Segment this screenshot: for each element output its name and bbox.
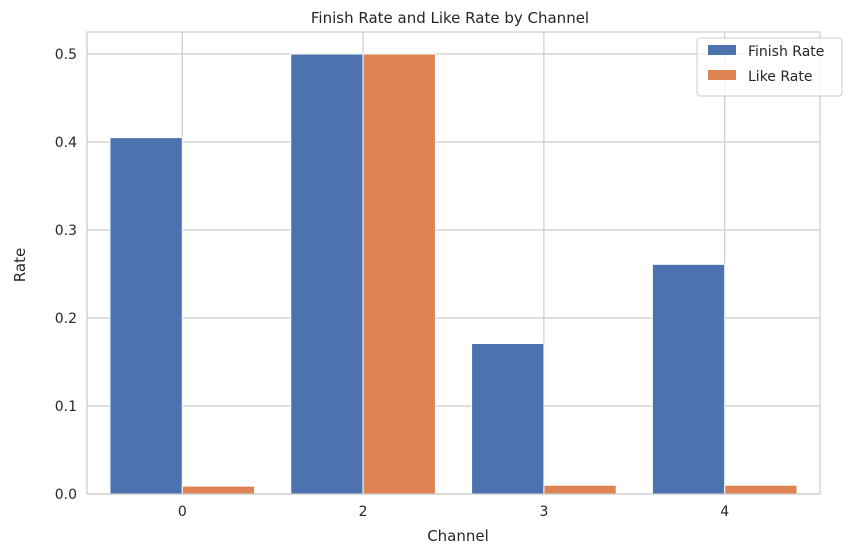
legend-label-like-rate: Like Rate bbox=[748, 69, 812, 85]
y-axis-label: Rate bbox=[11, 248, 29, 282]
legend-swatch-finish-rate bbox=[708, 45, 736, 55]
x-tick-label: 2 bbox=[359, 504, 368, 520]
y-tick-label: 0.3 bbox=[55, 223, 77, 239]
bar-like-rate-4 bbox=[724, 484, 798, 495]
x-axis-label: Channel bbox=[427, 527, 489, 545]
bar-like-rate-2 bbox=[362, 53, 436, 495]
bar-like-rate-3 bbox=[543, 484, 617, 495]
y-tick-label: 0.2 bbox=[55, 311, 77, 327]
x-axis-ticks: 0 2 3 4 bbox=[178, 504, 729, 520]
bar-like-rate-0 bbox=[181, 485, 256, 495]
x-tick-label: 0 bbox=[178, 504, 187, 520]
bar-finish-rate-2 bbox=[290, 53, 364, 495]
y-axis-ticks: 0.0 0.1 0.2 0.3 0.4 0.5 bbox=[55, 47, 77, 503]
bar-finish-rate-0 bbox=[109, 137, 183, 495]
legend: Finish Rate Like Rate bbox=[696, 37, 843, 97]
y-tick-label: 0.1 bbox=[55, 399, 77, 415]
legend-label-finish-rate: Finish Rate bbox=[748, 44, 824, 60]
y-tick-label: 0.5 bbox=[55, 47, 77, 63]
x-tick-label: 3 bbox=[539, 504, 548, 520]
y-tick-label: 0.4 bbox=[55, 135, 77, 151]
x-tick-label: 4 bbox=[720, 504, 729, 520]
plot-frame bbox=[86, 31, 821, 495]
bar-finish-rate-4 bbox=[651, 263, 726, 495]
chart-title: Finish Rate and Like Rate by Channel bbox=[311, 9, 589, 27]
legend-swatch-like-rate bbox=[708, 70, 736, 80]
bar-finish-rate-3 bbox=[471, 343, 545, 495]
bars bbox=[109, 53, 798, 495]
y-tick-label: 0.0 bbox=[55, 487, 77, 503]
